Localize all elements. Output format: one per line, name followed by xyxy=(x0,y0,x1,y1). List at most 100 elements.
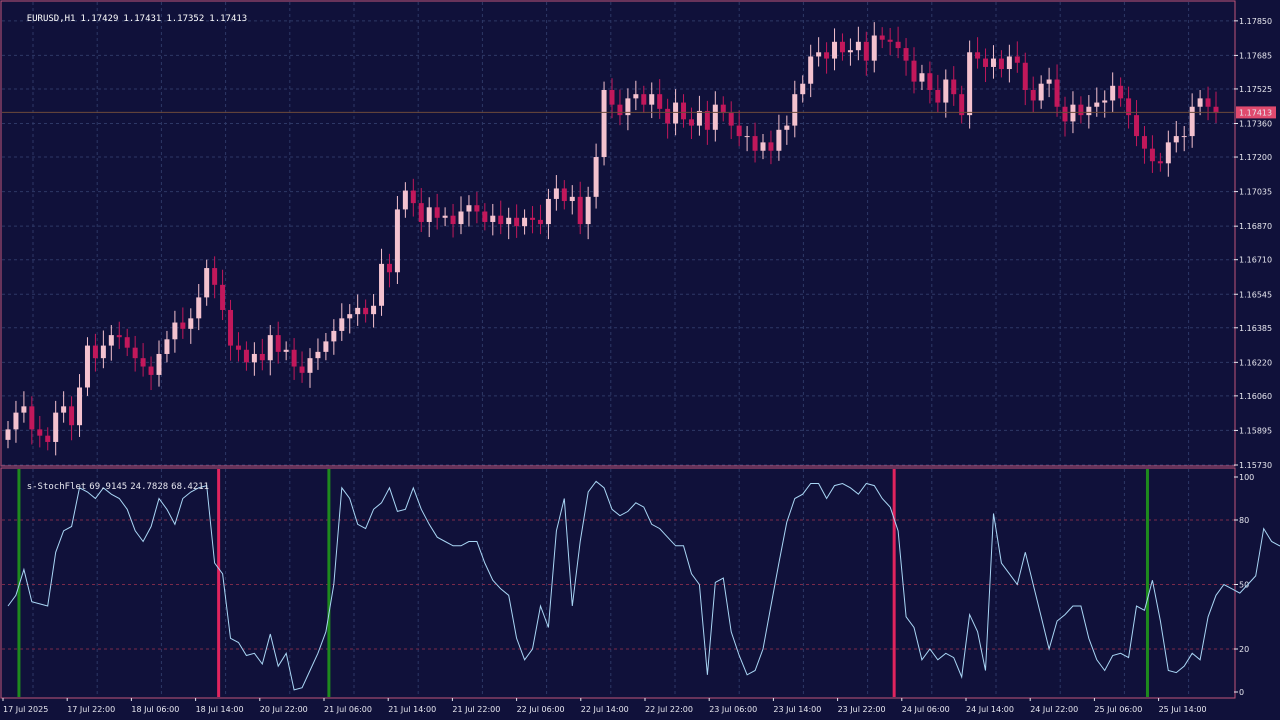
candle-body xyxy=(315,351,321,359)
candle-body xyxy=(458,211,464,225)
candle-body xyxy=(371,305,377,315)
stoch-line-group xyxy=(7,480,1280,691)
candle-body xyxy=(935,89,941,103)
time-tick-label: 24 Jul 14:00 xyxy=(966,705,1014,714)
indicator-name: s-StochFlet xyxy=(26,482,87,492)
candle-body xyxy=(69,406,75,426)
candle-body xyxy=(696,110,702,126)
candle-body xyxy=(1078,104,1084,116)
candle-body xyxy=(847,50,853,53)
candle-body xyxy=(1205,98,1211,107)
price-tick-label: 1.16710 xyxy=(1239,256,1272,265)
candle-body xyxy=(633,94,639,99)
indicator-value-1: 69.9145 xyxy=(89,482,128,492)
candle-body xyxy=(863,41,869,61)
candle-body xyxy=(625,98,631,116)
candle-body xyxy=(879,35,885,40)
candle-body xyxy=(275,335,281,352)
ohlc-open: 1.17429 xyxy=(80,14,119,24)
candle-body xyxy=(514,217,520,227)
candle-body xyxy=(482,211,488,222)
indicator-pane-frame xyxy=(0,467,1236,699)
candle-body xyxy=(569,196,575,202)
candle-body xyxy=(1014,56,1020,63)
candle-body xyxy=(673,102,679,124)
price-tick-label: 1.17360 xyxy=(1239,120,1272,129)
candle-body xyxy=(903,48,909,61)
candle-body xyxy=(641,94,647,105)
candle-body xyxy=(808,56,814,84)
candle-body xyxy=(124,337,130,348)
candle-body xyxy=(506,217,512,225)
indicator-value-2: 24.7828 xyxy=(130,482,169,492)
time-tick-label: 18 Jul 06:00 xyxy=(131,705,179,714)
time-tick-label: 22 Jul 22:00 xyxy=(645,705,693,714)
symbol-header: EURUSD,H1 1.17429 1.17431 1.17352 1.17413 xyxy=(5,4,252,34)
stoch-line xyxy=(7,480,1280,691)
candle-body xyxy=(331,330,337,342)
candle-body xyxy=(188,318,194,329)
candle-body xyxy=(593,157,599,197)
candle-body xyxy=(990,58,996,67)
candle-body xyxy=(402,190,408,210)
candle-body xyxy=(434,207,440,218)
candle-body xyxy=(927,73,933,90)
candle-body xyxy=(92,345,98,359)
candle-body xyxy=(839,41,845,53)
candle-body xyxy=(148,366,154,375)
time-tick-label: 17 Jul 2025 xyxy=(3,705,48,714)
candle-body xyxy=(474,205,480,212)
candle-body xyxy=(688,119,694,126)
price-tick-label: 1.16060 xyxy=(1239,392,1272,401)
candle-body xyxy=(998,58,1004,70)
price-tick-label: 1.16385 xyxy=(1239,324,1272,333)
indicator-tick-label: 100 xyxy=(1239,473,1254,482)
candle-body xyxy=(728,113,734,126)
indicator-tick-label: 0 xyxy=(1239,688,1244,697)
candle-body xyxy=(1022,62,1028,90)
indicator-grid xyxy=(2,469,1234,697)
indicator-tick-label: 50 xyxy=(1239,581,1249,590)
indicator-axis: 100 80 50 20 0 xyxy=(1234,473,1254,697)
candle-body xyxy=(816,52,822,57)
candle-body xyxy=(951,79,957,95)
candle-body xyxy=(800,83,806,95)
candle-body xyxy=(45,435,51,442)
price-tick-label: 1.17850 xyxy=(1239,17,1272,26)
candle-body xyxy=(983,58,989,67)
price-tick-label: 1.17685 xyxy=(1239,51,1272,60)
candle-body xyxy=(1189,106,1195,137)
current-price-line: 1.17413 xyxy=(2,106,1276,119)
candle-body xyxy=(530,217,536,220)
candle-body xyxy=(100,345,106,359)
price-tick-label: 1.15730 xyxy=(1239,461,1272,470)
candle-body xyxy=(577,196,583,225)
candle-body xyxy=(418,203,424,222)
candle-body xyxy=(561,188,567,202)
candle-body xyxy=(1094,102,1100,107)
price-tick-label: 1.16870 xyxy=(1239,222,1272,231)
candle-body xyxy=(140,358,146,367)
candle-body xyxy=(450,215,456,225)
candle-body xyxy=(1126,98,1132,116)
candle-body xyxy=(768,142,774,151)
candle-body xyxy=(490,215,496,222)
candle-body xyxy=(919,73,925,82)
time-tick-label: 23 Jul 14:00 xyxy=(773,705,821,714)
candle-body xyxy=(156,353,162,375)
price-tick-label: 1.17200 xyxy=(1239,153,1272,162)
candle-body xyxy=(21,406,27,413)
price-tick-label: 1.15895 xyxy=(1239,426,1272,435)
candle-body xyxy=(1062,106,1068,122)
candle-body xyxy=(665,108,671,124)
candle-body xyxy=(172,322,178,340)
candle-body xyxy=(220,284,226,310)
candle-body xyxy=(720,104,726,114)
candle-body xyxy=(37,429,43,436)
indicator-tick-label: 20 xyxy=(1239,645,1249,654)
candle-body xyxy=(84,345,90,388)
candle-body xyxy=(887,39,893,42)
candle-body xyxy=(784,125,790,130)
